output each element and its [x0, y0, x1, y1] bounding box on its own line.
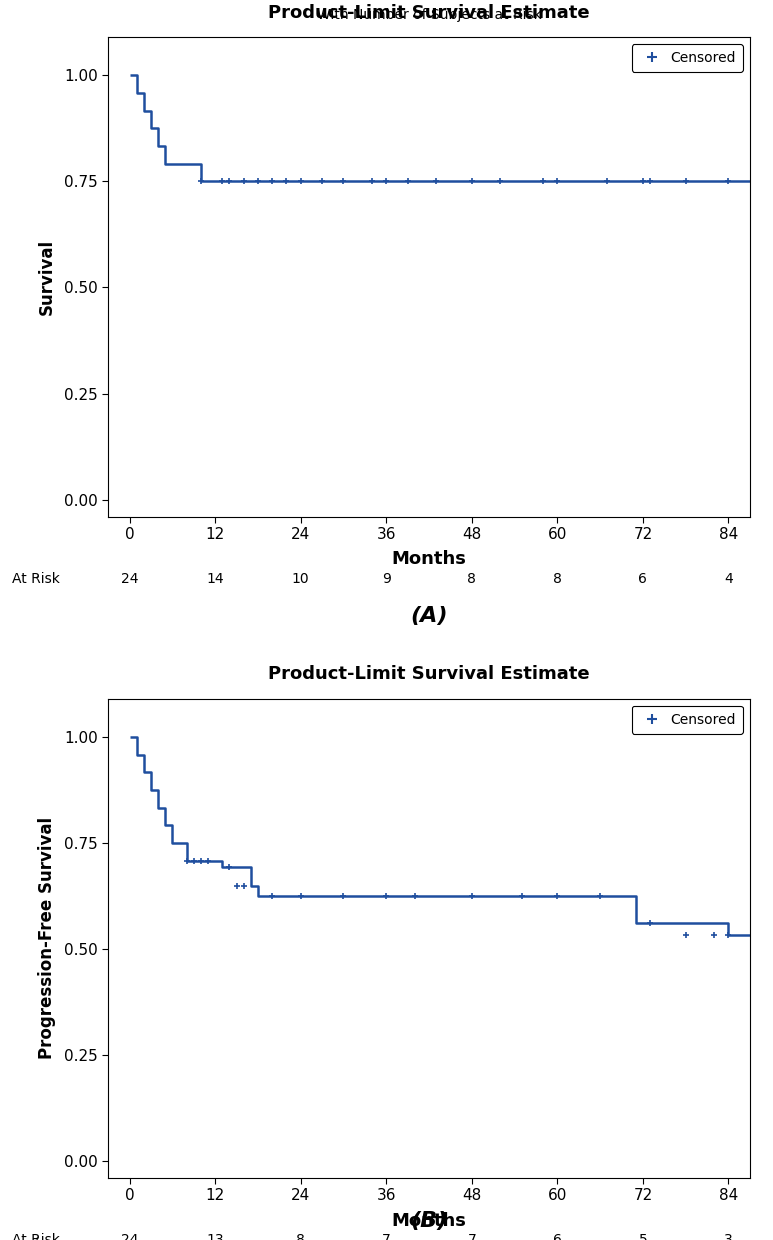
- Text: 9: 9: [382, 572, 390, 585]
- Text: At Risk: At Risk: [12, 1234, 60, 1240]
- Title: Product-Limit Survival Estimate: Product-Limit Survival Estimate: [268, 665, 590, 683]
- Text: 3: 3: [724, 1234, 733, 1240]
- Text: 14: 14: [206, 572, 224, 585]
- Text: 7: 7: [382, 1234, 390, 1240]
- Text: 8: 8: [468, 572, 476, 585]
- Text: At Risk: At Risk: [12, 572, 60, 585]
- Text: 4: 4: [724, 572, 733, 585]
- Text: (A): (A): [410, 606, 448, 626]
- Text: 24: 24: [121, 1234, 138, 1240]
- Legend: Censored: Censored: [632, 706, 743, 734]
- Text: 13: 13: [206, 1234, 224, 1240]
- Text: With Number of Subjects at Risk: With Number of Subjects at Risk: [317, 7, 541, 22]
- Text: 7: 7: [468, 1234, 476, 1240]
- Title: Product-Limit Survival Estimate: Product-Limit Survival Estimate: [268, 4, 590, 22]
- Y-axis label: Survival: Survival: [38, 239, 56, 315]
- Text: (B): (B): [410, 1211, 448, 1231]
- X-axis label: Months: Months: [392, 1211, 466, 1230]
- Text: 10: 10: [292, 572, 309, 585]
- Text: 6: 6: [638, 572, 647, 585]
- Text: 5: 5: [638, 1234, 647, 1240]
- Legend: Censored: Censored: [632, 45, 743, 72]
- Text: 8: 8: [553, 572, 562, 585]
- Text: 24: 24: [121, 572, 138, 585]
- Text: 6: 6: [553, 1234, 562, 1240]
- Text: 8: 8: [296, 1234, 305, 1240]
- X-axis label: Months: Months: [392, 551, 466, 568]
- Y-axis label: Progression-Free Survival: Progression-Free Survival: [38, 817, 56, 1059]
